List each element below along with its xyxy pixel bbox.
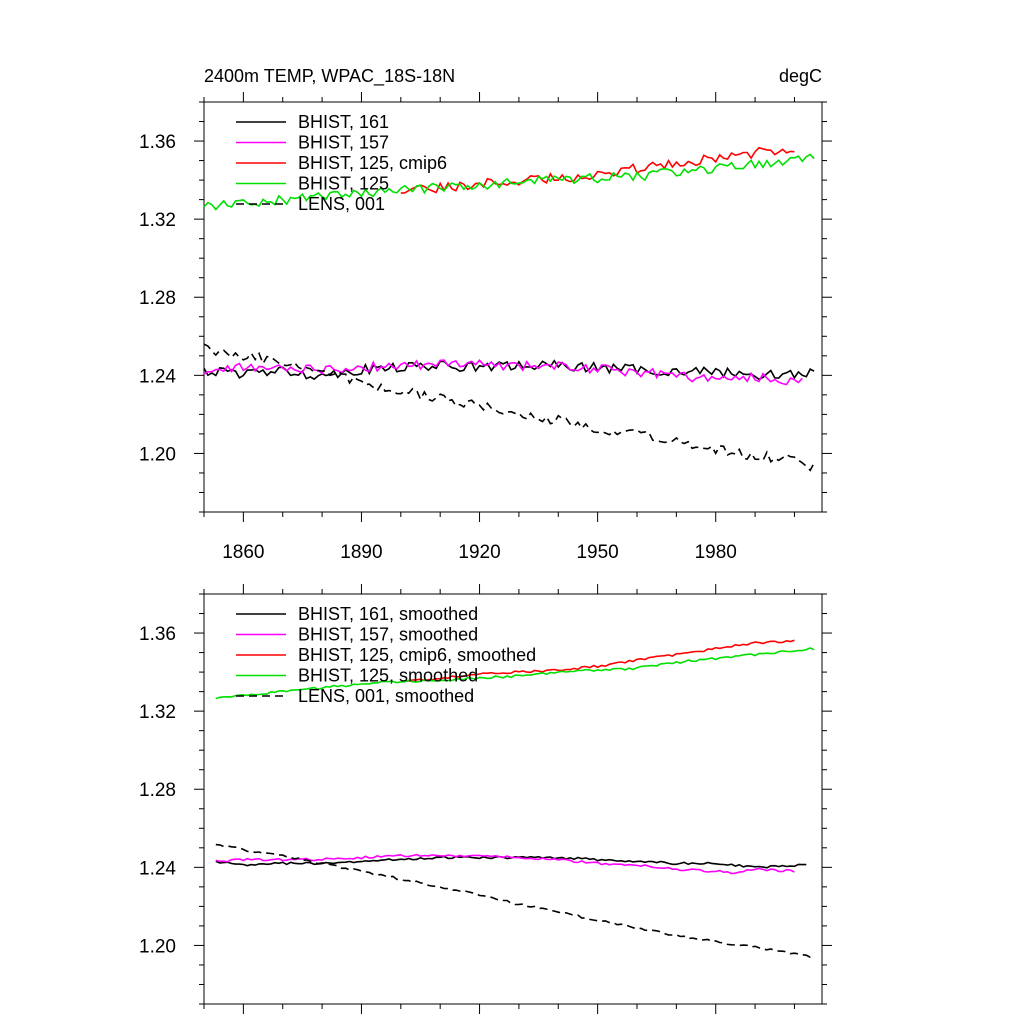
- legend-label: BHIST, 125, smoothed: [298, 666, 478, 686]
- legend-label: BHIST, 161, smoothed: [298, 604, 478, 624]
- y-tick-label: 1.36: [139, 624, 176, 645]
- series-line-bhist-125-cmip6-smoothed: [400, 639, 795, 683]
- x-tick-label: 1920: [458, 542, 500, 563]
- y-tick-label: 1.20: [139, 936, 176, 957]
- legend-label: LENS, 001, smoothed: [298, 686, 474, 706]
- legend-label: BHIST, 157, smoothed: [298, 625, 478, 645]
- units-label: degC: [779, 66, 822, 86]
- chart-title: 2400m TEMP, WPAC_18S-18N: [204, 66, 455, 87]
- plot-frame: [203, 593, 823, 1005]
- series-line-bhist-125: [203, 153, 815, 211]
- series-line-lens-001: [203, 343, 815, 472]
- x-tick-label: 1980: [695, 542, 737, 563]
- legend-label: BHIST, 125: [298, 174, 389, 194]
- y-tick-label: 1.24: [139, 366, 176, 387]
- top-panel: 1.20 1.24 1.28 1.32 1.36 1860 1890 1920 1950 1980…: [139, 66, 832, 563]
- y-tick-label: 1.32: [139, 210, 176, 231]
- y-tick-label: 1.36: [139, 132, 176, 153]
- series-line-bhist-157: [203, 358, 803, 386]
- bottom-panel: 1.20 1.24 1.28 1.32 1.36 BHIST, 161, smoothed…: [139, 584, 832, 1014]
- y-tick-label: 1.20: [139, 444, 176, 465]
- y-tick-label: 1.24: [139, 858, 176, 879]
- legend-label: BHIST, 161: [298, 112, 389, 132]
- series-line-bhist-161: [203, 359, 815, 381]
- series-line-bhist-125-smoothed: [215, 647, 815, 700]
- y-tick-label: 1.28: [139, 288, 176, 309]
- series-line-lens-001-smoothed: [215, 843, 815, 959]
- legend-label: LENS, 001: [298, 194, 385, 214]
- series-line-bhist-125-cmip6: [400, 146, 795, 194]
- y-tick-label: 1.32: [139, 702, 176, 723]
- x-tick-label: 1950: [576, 542, 618, 563]
- plot-frame: [203, 101, 823, 513]
- x-tick-label: 1860: [222, 542, 264, 563]
- y-tick-label: 1.28: [139, 780, 176, 801]
- legend-label: BHIST, 157: [298, 133, 389, 153]
- legend-label: BHIST, 125, cmip6: [298, 153, 447, 173]
- series-line-bhist-157-smoothed: [215, 853, 795, 875]
- legend-label: BHIST, 125, cmip6, smoothed: [298, 645, 536, 665]
- x-tick-label: 1890: [340, 542, 382, 563]
